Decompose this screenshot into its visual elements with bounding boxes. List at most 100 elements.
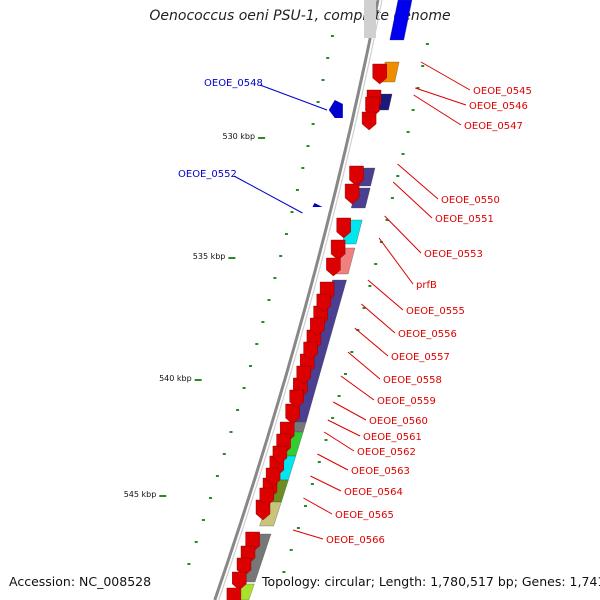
gene-reverse-arrow (310, 317, 325, 337)
leader-line (340, 375, 375, 401)
leader-line (378, 237, 414, 285)
gene-reverse-arrow (226, 587, 242, 600)
gc-dot-outer (350, 351, 354, 353)
gene-reverse-arrow (272, 445, 288, 465)
gene-reverse-arrow (361, 111, 377, 131)
gene-reverse-arrow (259, 487, 274, 507)
gc-dot-inner (273, 277, 277, 279)
gene-label: OEOE_0547 (464, 121, 523, 132)
gc-dot-inner (201, 519, 205, 521)
leader-line (233, 175, 303, 214)
gene-label: OEOE_0558 (383, 375, 442, 386)
gene-label: OEOE_0560 (369, 416, 428, 427)
gc-dot-outer (356, 329, 360, 331)
leader-line (292, 529, 324, 540)
gc-dot-inner (229, 431, 233, 433)
gc-dot-outer (289, 549, 293, 551)
leader-line (323, 431, 355, 452)
gc-dot-outer (390, 197, 394, 199)
gc-dot-inner (306, 145, 310, 147)
gc-dot-outer (421, 65, 425, 67)
tick-mark (159, 495, 167, 497)
gc-dot-inner (267, 299, 271, 301)
backbone-track (213, 0, 380, 600)
gene-label: OEOE_0565 (335, 510, 394, 521)
gc-dot-outer (337, 395, 341, 397)
gc-dot-outer (362, 307, 366, 309)
gene-label: OEOE_0545 (473, 86, 532, 97)
gene-reverse-arrow (303, 341, 318, 361)
leader-line (332, 401, 367, 421)
backbone-highlight (218, 0, 383, 600)
gene-label: OEOE_0555 (406, 306, 465, 317)
gc-dot-inner (330, 35, 334, 37)
leader-line (303, 497, 333, 515)
gc-dot-outer (385, 219, 389, 221)
tick-label: 540 kbp (159, 374, 192, 383)
gene-label: OEOE_0566 (326, 535, 385, 546)
gc-dot-outer (331, 417, 335, 419)
gene-forward-arrow (328, 100, 343, 118)
leader-line (259, 84, 328, 111)
gc-dot-outer (396, 175, 400, 177)
gene-label: OEOE_0556 (398, 329, 457, 340)
gene-reverse-arrow (372, 63, 387, 85)
tick-mark (228, 257, 236, 259)
gc-dot-outer (374, 263, 378, 265)
leader-line (327, 419, 361, 437)
gene-label: OEOE_0551 (435, 214, 494, 225)
topology-text: Topology: circular; Length: 1,780,517 bp… (262, 574, 600, 589)
gc-dot-inner (301, 167, 305, 169)
gc-dot-inner (261, 321, 265, 323)
gc-dot-inner (290, 211, 294, 213)
gc-dot-outer (425, 43, 429, 45)
gc-dot-outer (282, 571, 286, 573)
tick-label: 530 kbp (222, 132, 255, 141)
gc-dot-inner (321, 79, 325, 81)
gc-dot-inner (209, 497, 212, 499)
gene-label: prfB (416, 280, 437, 291)
gene-label: OEOE_0548 (204, 78, 263, 89)
tick-mark (194, 379, 202, 381)
gc-dot-outer (406, 131, 410, 133)
leader-line (384, 215, 422, 254)
leader-line (392, 181, 433, 219)
gene-reverse-arrow (316, 293, 331, 313)
gc-dot-inner (222, 453, 226, 455)
gene-reverse-arrow (236, 557, 252, 577)
gc-dot-outer (344, 373, 347, 375)
gene-reverse-arrow (336, 217, 351, 239)
gene-label: OEOE_0563 (351, 466, 410, 477)
gene-reverse-arrow (330, 239, 346, 261)
gc-dot-inner (311, 123, 315, 125)
cog-block (364, 0, 376, 38)
gene-label: OEOE_0550 (441, 195, 500, 206)
gc-dot-inner (316, 101, 320, 103)
gc-dot-inner (326, 57, 330, 59)
gc-dot-outer (411, 109, 415, 111)
gc-dot-inner (242, 387, 246, 389)
gc-dot-inner (284, 233, 288, 235)
gene-label: OEOE_0557 (391, 352, 450, 363)
gc-dot-inner (215, 475, 219, 477)
gc-dot-outer (416, 87, 420, 89)
leader-line (310, 475, 342, 492)
gc-dot-inner (255, 343, 259, 345)
gene-forward-arrow (312, 203, 323, 207)
leader-line (361, 303, 396, 334)
gene-reverse-arrow (349, 165, 364, 187)
gc-dot-outer (324, 439, 328, 441)
gc-dot-inner (236, 409, 240, 411)
gc-dot-outer (401, 153, 405, 155)
gc-dot-outer (296, 527, 300, 529)
gene-reverse-arrow (232, 571, 247, 591)
gc-dot-outer (310, 483, 314, 485)
gc-dot-inner (187, 563, 191, 565)
leader-line (397, 163, 439, 200)
accession-text: Accession: NC_008528 (9, 574, 152, 589)
tick-label: 545 kbp (124, 490, 157, 499)
gene-label: OEOE_0553 (424, 249, 483, 260)
leader-line (415, 87, 467, 106)
leader-line (347, 351, 381, 380)
gc-dot-inner (249, 365, 252, 367)
